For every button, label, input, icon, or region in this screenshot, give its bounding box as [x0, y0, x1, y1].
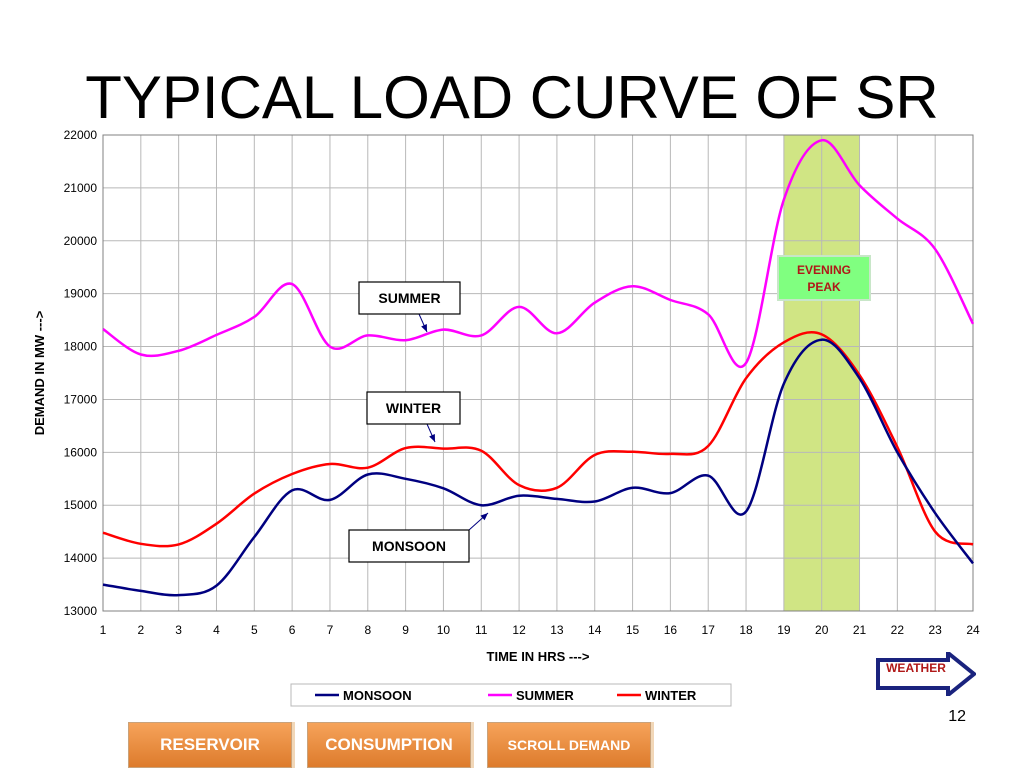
x-tick-label: 16 [664, 623, 678, 637]
x-tick-label: 20 [815, 623, 829, 637]
annotation-arrow-head [480, 513, 488, 521]
y-tick-label: 22000 [64, 128, 98, 142]
x-tick-label: 24 [966, 623, 980, 637]
x-tick-label: 15 [626, 623, 640, 637]
y-tick-label: 19000 [64, 287, 98, 301]
evening-peak-label: EVENING [797, 263, 851, 277]
y-tick-label: 16000 [64, 445, 98, 459]
x-tick-label: 23 [928, 623, 942, 637]
slide-title: TYPICAL LOAD CURVE OF SR [85, 64, 939, 131]
annotation-box [366, 391, 461, 425]
consumption-button[interactable]: CONSUMPTION [307, 722, 471, 768]
annotation-label-summer: SUMMER [378, 290, 440, 306]
x-tick-label: 4 [213, 623, 220, 637]
x-tick-label: 19 [777, 623, 791, 637]
annotation-arrow-head [421, 324, 427, 332]
y-tick-label: 14000 [64, 551, 98, 565]
annotation-box [348, 529, 470, 563]
y-tick-label: 13000 [64, 604, 98, 618]
annotation-label-winter: WINTER [386, 400, 441, 416]
x-tick-label: 22 [891, 623, 905, 637]
annotation-arrow-head [429, 434, 435, 442]
y-tick-label: 15000 [64, 498, 98, 512]
x-tick-label: 12 [512, 623, 526, 637]
x-tick-label: 5 [251, 623, 258, 637]
evening-peak-label: PEAK [807, 280, 841, 294]
y-tick-label: 21000 [64, 181, 98, 195]
scroll-demand-button[interactable]: SCROLL DEMAND [487, 722, 651, 768]
x-tick-label: 7 [327, 623, 334, 637]
x-tick-label: 13 [550, 623, 564, 637]
right-arrow-icon [876, 648, 978, 700]
page-number: 12 [948, 708, 966, 725]
x-tick-label: 2 [137, 623, 144, 637]
y-axis-title: DEMAND IN MW ---> [32, 310, 47, 435]
x-axis-title: TIME IN HRS ---> [487, 649, 590, 664]
y-tick-label: 18000 [64, 340, 98, 354]
y-tick-label: 20000 [64, 234, 98, 248]
x-tick-label: 14 [588, 623, 602, 637]
weather-button[interactable]: WEATHER [876, 648, 978, 700]
legend-label-monsoon: MONSOON [343, 688, 412, 703]
x-tick-label: 11 [475, 623, 488, 637]
annotation-box [358, 281, 461, 315]
x-tick-label: 8 [364, 623, 371, 637]
y-tick-label: 17000 [64, 392, 98, 406]
x-tick-label: 17 [702, 623, 716, 637]
weather-label: WEATHER [886, 661, 946, 675]
series-line-summer [102, 139, 975, 368]
reservoir-button[interactable]: RESERVOIR [128, 722, 292, 768]
series-line-monsoon [102, 338, 974, 597]
x-tick-label: 21 [853, 623, 867, 637]
x-tick-label: 1 [100, 623, 107, 637]
legend-label-summer: SUMMER [516, 688, 574, 703]
evening-peak-label-box [777, 255, 871, 301]
x-tick-label: 18 [739, 623, 753, 637]
annotation-label-monsoon: MONSOON [372, 538, 446, 554]
x-tick-label: 10 [437, 623, 451, 637]
x-tick-label: 9 [402, 623, 409, 637]
x-tick-label: 3 [175, 623, 182, 637]
plot-border [102, 134, 974, 612]
x-tick-label: 6 [289, 623, 296, 637]
legend-label-winter: WINTER [645, 688, 697, 703]
